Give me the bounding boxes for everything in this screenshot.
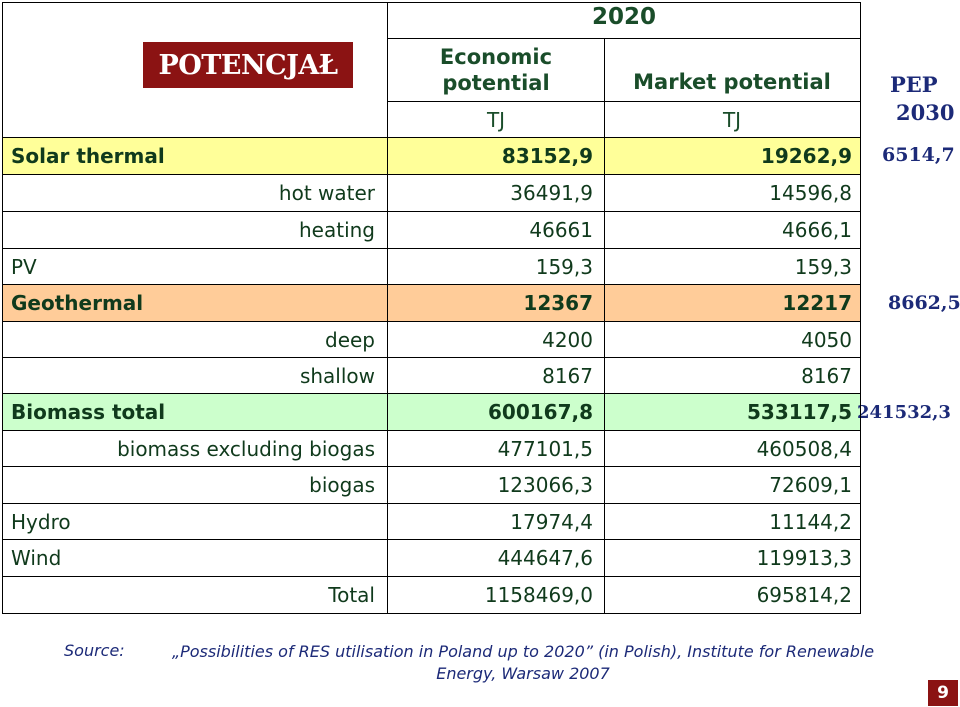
market-value: 19262,9 (760, 144, 852, 168)
pep-label: PEP (890, 72, 938, 97)
market-value: 159,3 (794, 255, 852, 279)
market-value: 460508,4 (756, 437, 852, 461)
unit-econ: TJ (486, 108, 506, 132)
row-label: hot water (278, 181, 375, 205)
table-rule (3, 393, 861, 394)
table-rule (3, 211, 861, 212)
row-label: Geothermal (11, 291, 144, 315)
slide-title: POTENCJAŁ (143, 42, 353, 88)
row-label: Total (328, 583, 375, 607)
table-rule (860, 2, 861, 614)
market-value: 12217 (782, 291, 852, 315)
table-row-hydro: Hydro 17974,4 11144,2 (3, 504, 860, 540)
pep-value-solar: 6514,7 (882, 144, 955, 166)
table-rule (3, 248, 861, 249)
table-rule (604, 38, 605, 614)
market-value: 119913,3 (756, 546, 852, 570)
table-rule (3, 539, 861, 540)
market-value: 4666,1 (782, 218, 852, 242)
market-potential-header: Market potential (633, 70, 831, 94)
market-value: 14596,8 (769, 181, 852, 205)
table-row-shallow: shallow 8167 8167 (3, 358, 860, 394)
econ-value: 444647,6 (497, 546, 593, 570)
econ-value: 4200 (542, 328, 593, 352)
market-value: 533117,5 (746, 400, 852, 424)
econ-value: 83152,9 (501, 144, 593, 168)
row-label: biomass excluding biogas (117, 437, 375, 461)
row-label: Biomass total (11, 400, 166, 424)
table-row-biomass-total: Biomass total 600167,8 533117,5 (3, 394, 860, 430)
econ-value: 36491,9 (510, 181, 593, 205)
pep-value-biomass: 241532,3 (857, 402, 951, 423)
year-header: 2020 (591, 4, 656, 30)
table-row-biomass-excluding-biogas: biomass excluding biogas 477101,5 460508… (3, 431, 860, 467)
row-label: shallow (299, 364, 375, 388)
table-rule (3, 137, 861, 138)
page-number: 9 (928, 680, 958, 706)
row-label: deep (325, 328, 375, 352)
market-value: 4050 (801, 328, 852, 352)
econ-value: 17974,4 (510, 510, 593, 534)
table-rule (3, 174, 861, 175)
market-value: 8167 (801, 364, 852, 388)
table-rule (3, 576, 861, 577)
table-rule (388, 101, 861, 102)
pep-year: 2030 (896, 100, 955, 125)
table-row-wind: Wind 444647,6 119913,3 (3, 540, 860, 576)
table-row-biogas: biogas 123066,3 72609,1 (3, 467, 860, 503)
table-rule (387, 2, 388, 614)
row-label: PV (11, 255, 37, 279)
econ-value: 159,3 (535, 255, 593, 279)
table-rule (3, 357, 861, 358)
econ-value: 46661 (529, 218, 593, 242)
table-rule (388, 2, 861, 3)
market-value: 695814,2 (756, 583, 852, 607)
table-row-heating: heating 46661 4666,1 (3, 212, 860, 248)
table-row-geothermal: Geothermal 12367 12217 (3, 285, 860, 321)
table-row-total: Total 1158469,0 695814,2 (3, 577, 860, 613)
table-rule (3, 321, 861, 322)
table-row-deep: deep 4200 4050 (3, 322, 860, 358)
pep-value-geothermal: 8662,5 (888, 292, 960, 314)
table-rule (3, 503, 861, 504)
table-row-hot-water: hot water 36491,9 14596,8 (3, 175, 860, 211)
table-rule (388, 38, 861, 39)
econ-value: 1158469,0 (484, 583, 593, 607)
table-row-pv: PV 159,3 159,3 (3, 249, 860, 285)
table-rule (2, 2, 3, 614)
row-label: Hydro (11, 510, 71, 534)
economic-potential-header: Economic potential (439, 45, 553, 95)
econ-value: 8167 (542, 364, 593, 388)
econ-value: 477101,5 (497, 437, 593, 461)
table-row-solar-thermal: Solar thermal 83152,9 19262,9 (3, 138, 860, 174)
table-rule (2, 2, 388, 3)
table-rule (3, 466, 861, 467)
source-label: Source: (64, 641, 125, 660)
row-label: Wind (11, 546, 62, 570)
unit-market: TJ (722, 108, 742, 132)
market-value: 72609,1 (769, 473, 852, 497)
market-value: 11144,2 (769, 510, 852, 534)
econ-value: 123066,3 (497, 473, 593, 497)
table-rule (3, 613, 861, 614)
row-label: heating (298, 218, 375, 242)
table-rule (3, 284, 861, 285)
row-label: Solar thermal (11, 144, 165, 168)
econ-value: 12367 (523, 291, 593, 315)
table-rule (3, 430, 861, 431)
source-citation: „Possibilities of RES utilisation in Pol… (171, 642, 875, 683)
econ-value: 600167,8 (487, 400, 593, 424)
row-label: biogas (309, 473, 375, 497)
